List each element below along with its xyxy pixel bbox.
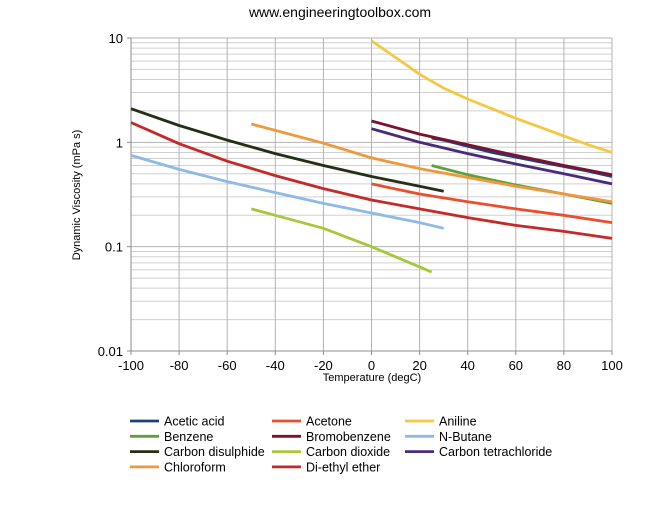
- legend-item-aniline: Aniline: [405, 415, 477, 429]
- series-line-carbon-tetrachloride: [371, 127, 613, 186]
- series-line-bromobenzene: [371, 119, 613, 177]
- series-line-carbon-disulphide: [130, 107, 444, 193]
- axes: -100 -80 -60 -40 -20 0 20 40 60 80 100 0.01 0.1 1 10: [98, 31, 623, 373]
- series-line-carbon-dioxide: [250, 207, 433, 274]
- legend-label: Chloroform: [164, 460, 226, 474]
- legend-item-n-butane: N-Butane: [405, 430, 492, 444]
- y-axis-title: Dynamic Viscosity (mPa s): [71, 130, 83, 261]
- legend-item-chloroform: Chloroform: [130, 460, 226, 474]
- x-tick-label: 60: [509, 358, 523, 373]
- y-tick-label: 0.01: [98, 344, 123, 359]
- chart-title: www.engineeringtoolbox.com: [248, 4, 431, 20]
- legend: Acetic acid Acetone Aniline Benzene Bromoben…: [130, 415, 552, 474]
- grid: [130, 37, 613, 352]
- y-tick-label: 1: [116, 135, 123, 150]
- x-tick-label: -40: [266, 358, 285, 373]
- legend-item-bromobenzene: Bromobenzene: [272, 430, 391, 444]
- series-line-aniline: [370, 39, 613, 154]
- y-tick-label: 10: [109, 31, 123, 46]
- y-tick-label: 0.1: [105, 240, 123, 255]
- legend-item-di-ethyl-ether: Di-ethyl ether: [272, 460, 380, 474]
- legend-item-acetic-acid: Acetic acid: [130, 415, 224, 429]
- series-line-di-ethyl-ether: [130, 121, 613, 240]
- x-tick-label: 20: [412, 358, 426, 373]
- series-line-n-butane: [130, 154, 445, 230]
- legend-label: Carbon dioxide: [306, 445, 390, 459]
- legend-label: Carbon disulphide: [164, 445, 265, 459]
- x-tick-label: 80: [557, 358, 571, 373]
- x-tick-label: -60: [218, 358, 237, 373]
- legend-item-benzene: Benzene: [130, 430, 213, 444]
- x-tick-label: 0: [368, 358, 375, 373]
- x-tick-label: 100: [601, 358, 623, 373]
- legend-item-carbon-dioxide: Carbon dioxide: [272, 445, 390, 459]
- legend-label: Di-ethyl ether: [306, 460, 380, 474]
- legend-label: Bromobenzene: [306, 430, 391, 444]
- legend-label: Carbon tetrachloride: [439, 445, 552, 459]
- legend-label: Aniline: [439, 415, 477, 429]
- x-tick-label: -80: [170, 358, 189, 373]
- x-axis-title: Temperature (degC): [323, 372, 421, 384]
- x-tick-label: -100: [118, 358, 144, 373]
- legend-label: N-Butane: [439, 430, 492, 444]
- legend-item-carbon-tetrachloride: Carbon tetrachloride: [405, 445, 552, 459]
- legend-label: Acetic acid: [164, 415, 224, 429]
- legend-item-carbon-disulphide: Carbon disulphide: [130, 445, 265, 459]
- series-line-chloroform: [250, 122, 613, 204]
- x-tick-label: 40: [460, 358, 474, 373]
- legend-label: Benzene: [164, 430, 213, 444]
- x-tick-label: -20: [314, 358, 333, 373]
- series-lines: [130, 39, 613, 274]
- series-line-acetone: [371, 182, 613, 224]
- legend-item-acetone: Acetone: [272, 415, 352, 429]
- legend-label: Acetone: [306, 415, 352, 429]
